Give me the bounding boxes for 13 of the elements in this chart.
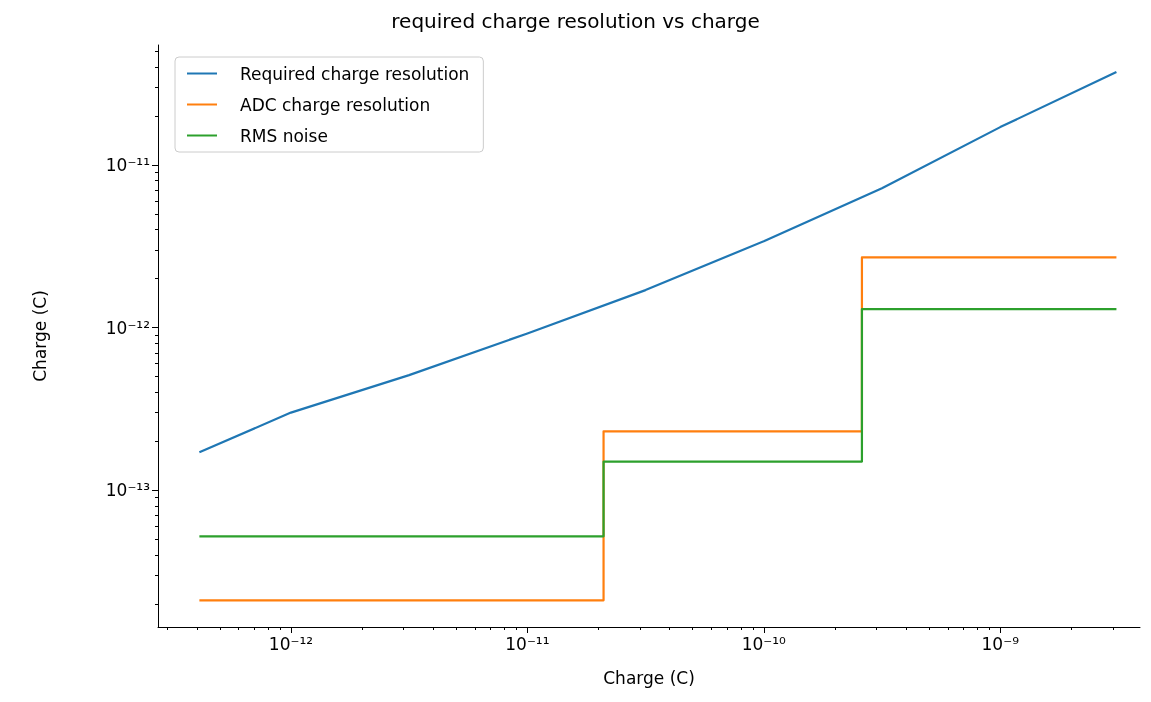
x-axis-title: Charge (C) [603, 667, 695, 688]
y-axis-title: Charge (C) [29, 290, 50, 382]
legend-label: ADC charge resolution [240, 94, 431, 115]
x-tick-label: 10⁻⁹ [981, 633, 1020, 654]
x-tick-label: 10⁻¹⁰ [741, 633, 787, 654]
x-tick-label: 10⁻¹² [268, 633, 314, 654]
chart-title: required charge resolution vs charge [391, 9, 760, 33]
legend-label: RMS noise [240, 125, 328, 146]
y-tick-label: 10⁻¹³ [105, 480, 150, 501]
y-tick-label: 10⁻¹² [105, 317, 150, 338]
x-tick-label: 10⁻¹¹ [505, 633, 550, 654]
legend-label: Required charge resolution [240, 63, 470, 84]
y-tick-label: 10⁻¹¹ [105, 154, 150, 175]
